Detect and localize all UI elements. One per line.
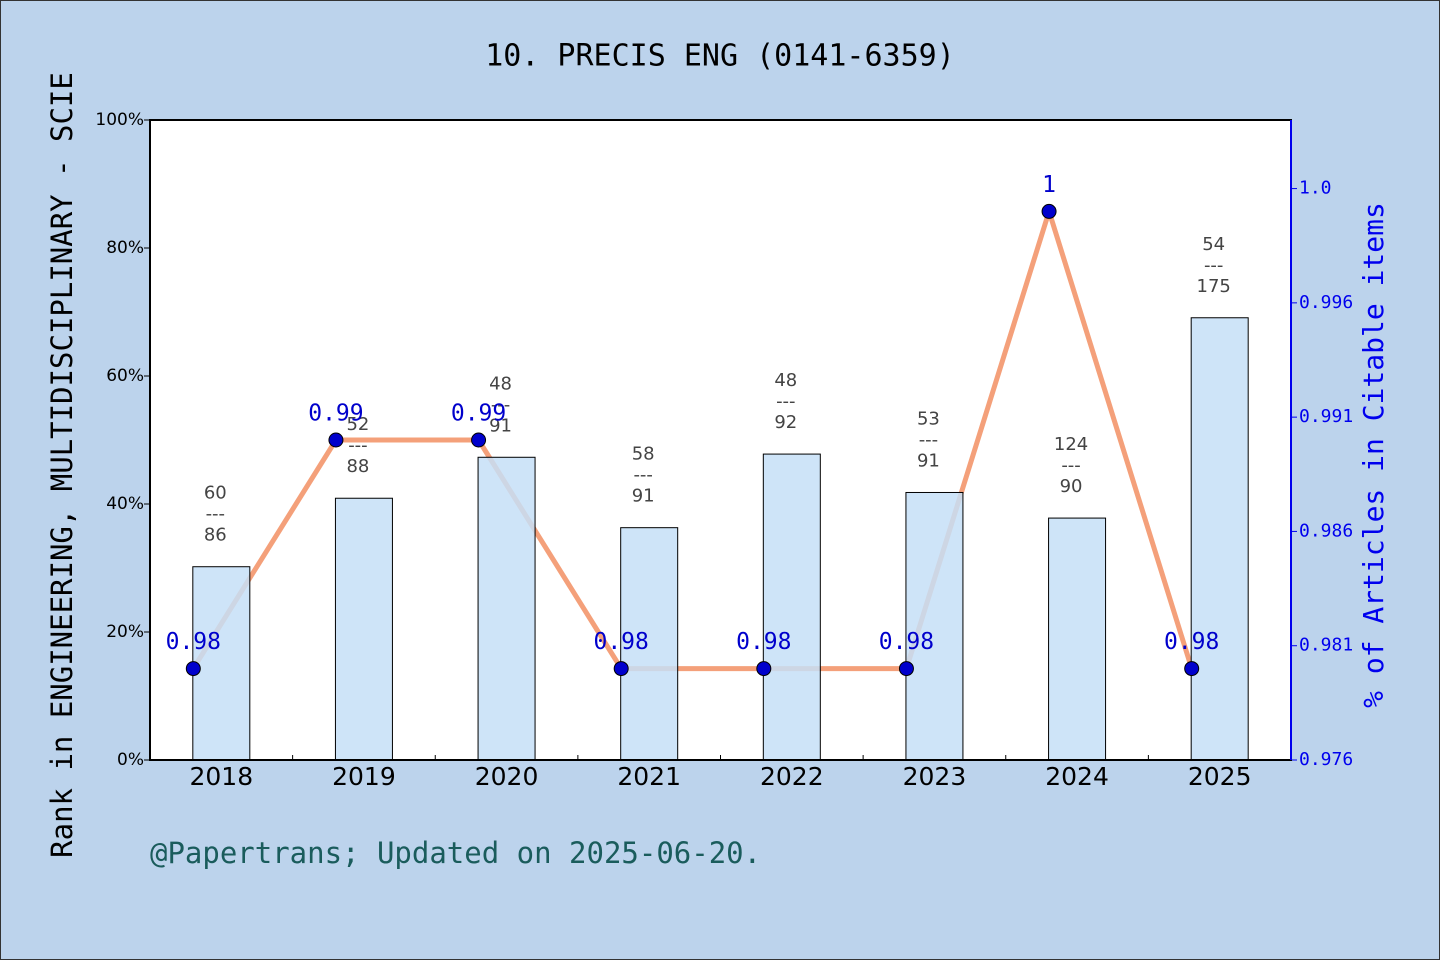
bar — [1190, 317, 1249, 761]
rank-label: 91 — [489, 415, 512, 436]
point-label: 0.99 — [451, 401, 506, 427]
y-tick-label: 100% — [95, 110, 144, 130]
rank-label: 60 — [204, 483, 227, 504]
x-tick-label: 2018 — [190, 762, 254, 791]
point-label: 0.98 — [879, 629, 934, 655]
line-marker — [185, 661, 201, 677]
line-marker — [613, 661, 629, 677]
y-tick-label: 0% — [117, 750, 144, 770]
rank-label: --- — [348, 435, 368, 456]
rank-label: 86 — [204, 525, 227, 546]
bar — [192, 566, 251, 761]
line-marker — [471, 432, 487, 448]
point-label: 1 — [1042, 172, 1056, 198]
x-tick-label: 2023 — [903, 762, 967, 791]
y-tick-label: 80% — [106, 238, 144, 258]
bar — [334, 497, 393, 761]
y2-tick-label: 0.996 — [1299, 292, 1353, 313]
x-tick-label: 2020 — [475, 762, 539, 791]
line-marker — [1184, 661, 1200, 677]
bar — [905, 491, 964, 761]
rank-label: --- — [919, 429, 939, 450]
footer: @Papertrans; Updated on 2025-06-20. — [150, 836, 761, 870]
rank-label: --- — [491, 394, 511, 415]
y-axis-label: Rank in ENGINEERING, MULTIDISCIPLINARY -… — [45, 72, 79, 858]
chart-title: 10. PRECIS ENG (0141-6359) — [485, 39, 955, 74]
rank-label: 92 — [774, 412, 797, 433]
rank-label: 48 — [774, 370, 797, 391]
line-marker — [898, 661, 914, 677]
x-tick-label: 2022 — [760, 762, 824, 791]
x-tick-label: 2019 — [332, 762, 396, 791]
point-label: 0.98 — [736, 629, 791, 655]
x-tick-label: 2025 — [1188, 762, 1252, 791]
y-tick-label: 40% — [106, 494, 144, 514]
bar — [762, 453, 821, 761]
y2-tick-label: 0.976 — [1299, 749, 1353, 770]
y-tick-label: 60% — [106, 366, 144, 386]
bar — [1048, 517, 1107, 761]
y2-tick-label: 0.991 — [1299, 406, 1353, 427]
point-label: 0.98 — [593, 629, 648, 655]
rank-label: --- — [633, 465, 653, 486]
rank-label: 124 — [1054, 434, 1088, 455]
rank-label: 91 — [917, 450, 940, 471]
line-marker — [328, 432, 344, 448]
rank-label: 91 — [632, 486, 655, 507]
rank-label: 48 — [489, 373, 512, 394]
y2-axis-label: % of Articles in Citable items — [1357, 202, 1390, 708]
y-tick-label: 20% — [106, 622, 144, 642]
rank-label: 52 — [346, 414, 369, 435]
rank-label: 58 — [632, 444, 655, 465]
rank-label: 175 — [1197, 276, 1231, 297]
bar — [477, 456, 536, 761]
point-label: 0.98 — [166, 629, 221, 655]
rank-label: --- — [206, 504, 226, 525]
point-label: 0.99 — [308, 401, 363, 427]
rank-label: 54 — [1202, 234, 1225, 255]
line-marker — [756, 661, 772, 677]
rank-label: 88 — [346, 456, 369, 477]
rank-label: --- — [1061, 455, 1081, 476]
rank-label: 90 — [1060, 476, 1083, 497]
y2-tick-label: 1.0 — [1299, 178, 1332, 199]
x-tick-label: 2021 — [617, 762, 681, 791]
y2-tick-label: 0.986 — [1299, 520, 1353, 541]
rank-label: 53 — [917, 408, 940, 429]
bar — [620, 527, 679, 761]
line-marker — [1041, 203, 1057, 219]
rank-label: --- — [1204, 255, 1224, 276]
y2-tick-label: 0.981 — [1299, 635, 1353, 656]
rank-label: --- — [776, 391, 796, 412]
line — [191, 208, 1195, 672]
x-tick-label: 2024 — [1045, 762, 1109, 791]
point-label: 0.98 — [1164, 629, 1219, 655]
